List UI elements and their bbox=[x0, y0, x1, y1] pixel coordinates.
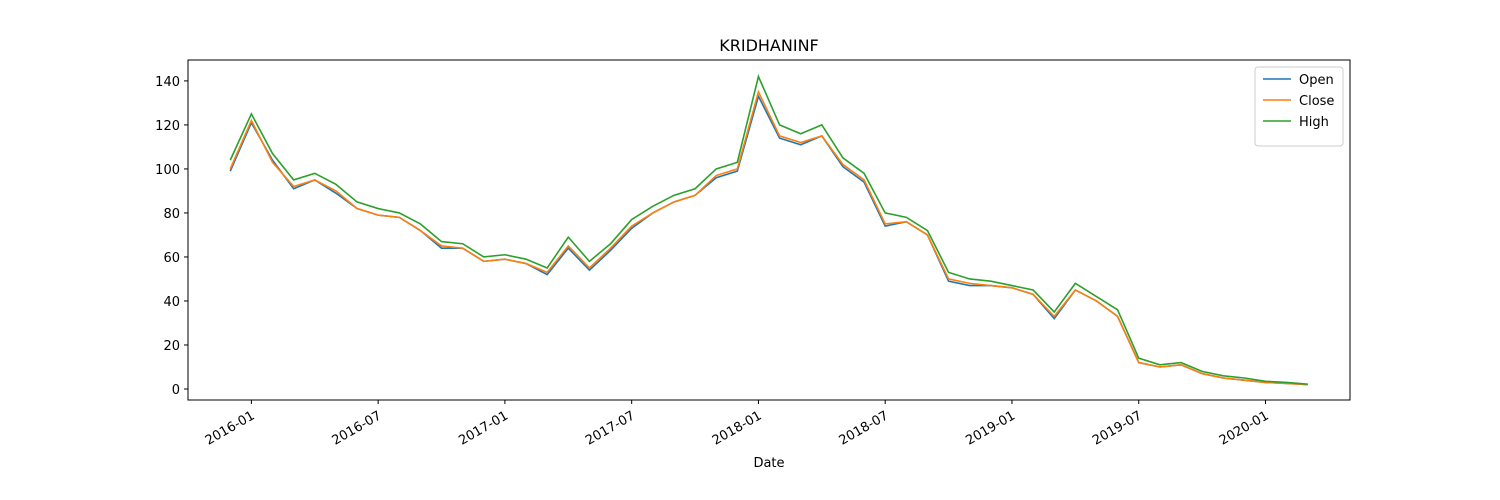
y-tick-label: 20 bbox=[163, 339, 180, 354]
y-tick-label: 100 bbox=[155, 163, 180, 178]
legend-label: High bbox=[1299, 115, 1329, 130]
y-tick-label: 140 bbox=[155, 75, 180, 90]
legend-label: Close bbox=[1299, 94, 1334, 109]
plot-frame bbox=[187, 59, 1351, 401]
legend-box bbox=[1254, 66, 1344, 147]
x-tick-label: 2019-07 bbox=[1090, 408, 1145, 448]
x-tick-label: 2018-07 bbox=[837, 408, 892, 448]
legend-label: Open bbox=[1299, 73, 1334, 88]
legend: Open Close High bbox=[1254, 66, 1344, 147]
x-tick-label: 2017-07 bbox=[583, 408, 638, 448]
y-tick-label: 60 bbox=[163, 251, 180, 266]
x-tick-label: 2018-01 bbox=[710, 408, 765, 448]
chart-title: KRIDHANINF bbox=[719, 36, 818, 55]
line-series bbox=[229, 89, 1308, 386]
x-tick-label: 2017-01 bbox=[456, 408, 511, 448]
x-tick-label: 2016-01 bbox=[203, 408, 258, 448]
y-tick-label: 80 bbox=[163, 207, 180, 222]
x-tick-label: 2019-01 bbox=[963, 408, 1018, 448]
y-tick-label: 40 bbox=[163, 295, 180, 310]
y-tick-label: 0 bbox=[172, 383, 180, 398]
y-tick-label: 120 bbox=[155, 119, 180, 134]
x-axis-label: Date bbox=[753, 456, 784, 471]
line-series bbox=[229, 74, 1308, 385]
line-series bbox=[229, 94, 1308, 386]
x-tick-label: 2016-07 bbox=[330, 408, 385, 448]
x-tick-label: 2020-01 bbox=[1217, 408, 1272, 448]
